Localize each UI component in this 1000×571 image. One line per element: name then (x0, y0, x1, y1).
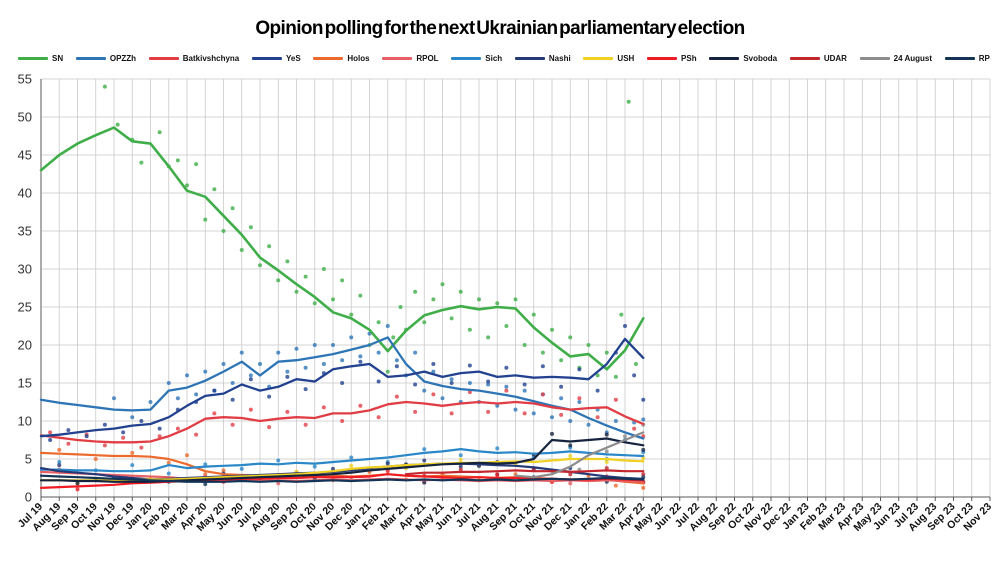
line-24-August (514, 431, 645, 479)
scatter-UDAR (422, 466, 646, 478)
axes (40, 79, 991, 501)
legend-item-Holos: Holos (313, 54, 370, 63)
gridlines (40, 78, 991, 498)
legend-swatch-icon (944, 57, 975, 60)
legend-label: PSh (681, 54, 697, 63)
svg-text:25: 25 (18, 300, 32, 315)
legend-swatch-icon (647, 57, 678, 60)
legend-label: 24 August (893, 54, 933, 63)
legend-swatch-icon (514, 57, 545, 60)
legend-label: YeS (285, 54, 301, 63)
line-Batkivshchyna (39, 400, 645, 444)
legend-swatch-icon (251, 57, 282, 60)
legend-label: SN (52, 54, 64, 63)
legend-label: Sich (485, 54, 503, 63)
legend-label: RP (978, 54, 990, 63)
legend-label: Holos (347, 54, 370, 63)
legend-swatch-icon (148, 57, 179, 60)
legend-swatch-icon (18, 57, 48, 60)
legend-item-UDAR: UDAR (789, 54, 847, 63)
legend-label: RPOL (416, 54, 439, 63)
svg-text:35: 35 (18, 224, 32, 239)
svg-text:55: 55 (18, 72, 32, 87)
line-YeS (39, 337, 645, 438)
legend: SN OPZZh Batkivshchyna YeS Holos RPOL Sich Nash… (18, 54, 990, 63)
legend-label: USH (617, 54, 635, 63)
chart-title: Opinion polling for the next Ukrainian p… (255, 18, 745, 39)
line-OPZZh (39, 336, 645, 440)
legend-item-24-August: 24 August (859, 54, 933, 63)
legend-swatch-icon (451, 57, 482, 60)
line-Sich (39, 448, 645, 473)
legend-item-PSh: PSh (647, 54, 697, 63)
legend-item-RP: RP (944, 54, 990, 63)
legend-item-YeS: YeS (251, 54, 301, 63)
legend-item-Batkivshchyna: Batkivshchyna (148, 54, 240, 63)
legend-swatch-icon (583, 57, 614, 60)
line-UDAR (404, 469, 645, 476)
legend-item-USH: USH (583, 54, 634, 63)
svg-text:10: 10 (18, 414, 32, 429)
svg-text:20: 20 (18, 338, 32, 353)
legend-item-Sich: Sich (451, 54, 502, 63)
svg-text:15: 15 (18, 376, 32, 391)
legend-label: Batkivshchyna (182, 54, 240, 63)
series-lines (39, 126, 645, 489)
svg-text:50: 50 (18, 110, 32, 125)
legend-label: OPZZh (109, 54, 137, 63)
line-Svoboda (39, 437, 645, 483)
legend-swatch-icon (382, 57, 413, 60)
legend-label: Nashi (548, 54, 571, 63)
svg-text:30: 30 (18, 262, 32, 277)
svg-text:40: 40 (18, 186, 32, 201)
scatter-SN (102, 84, 638, 379)
svg-text:5: 5 (25, 452, 32, 467)
legend-item-SN: SN (18, 54, 63, 63)
legend-item-Nashi: Nashi (514, 54, 571, 63)
scatter-YeS (48, 324, 646, 442)
legend-swatch-icon (859, 57, 890, 60)
line-RP (39, 474, 645, 483)
scatter-points (48, 84, 646, 492)
svg-text:45: 45 (18, 148, 32, 163)
scatter-Batkivshchyna (48, 388, 646, 450)
legend-item-OPZZh: OPZZh (75, 54, 137, 63)
legend-swatch-icon (75, 57, 106, 60)
legend-swatch-icon (789, 57, 820, 60)
legend-swatch-icon (313, 57, 344, 60)
legend-item-Svoboda: Svoboda (709, 54, 777, 63)
svg-text:0: 0 (25, 490, 32, 505)
legend-swatch-icon (709, 57, 740, 60)
line-SN (39, 126, 645, 371)
legend-item-RPOL: RPOL (382, 54, 439, 63)
y-axis-labels: 0 5 10 15 20 25 30 35 40 45 50 55 (18, 72, 32, 505)
legend-label: Svoboda (743, 54, 778, 63)
legend-label: UDAR (823, 54, 847, 63)
